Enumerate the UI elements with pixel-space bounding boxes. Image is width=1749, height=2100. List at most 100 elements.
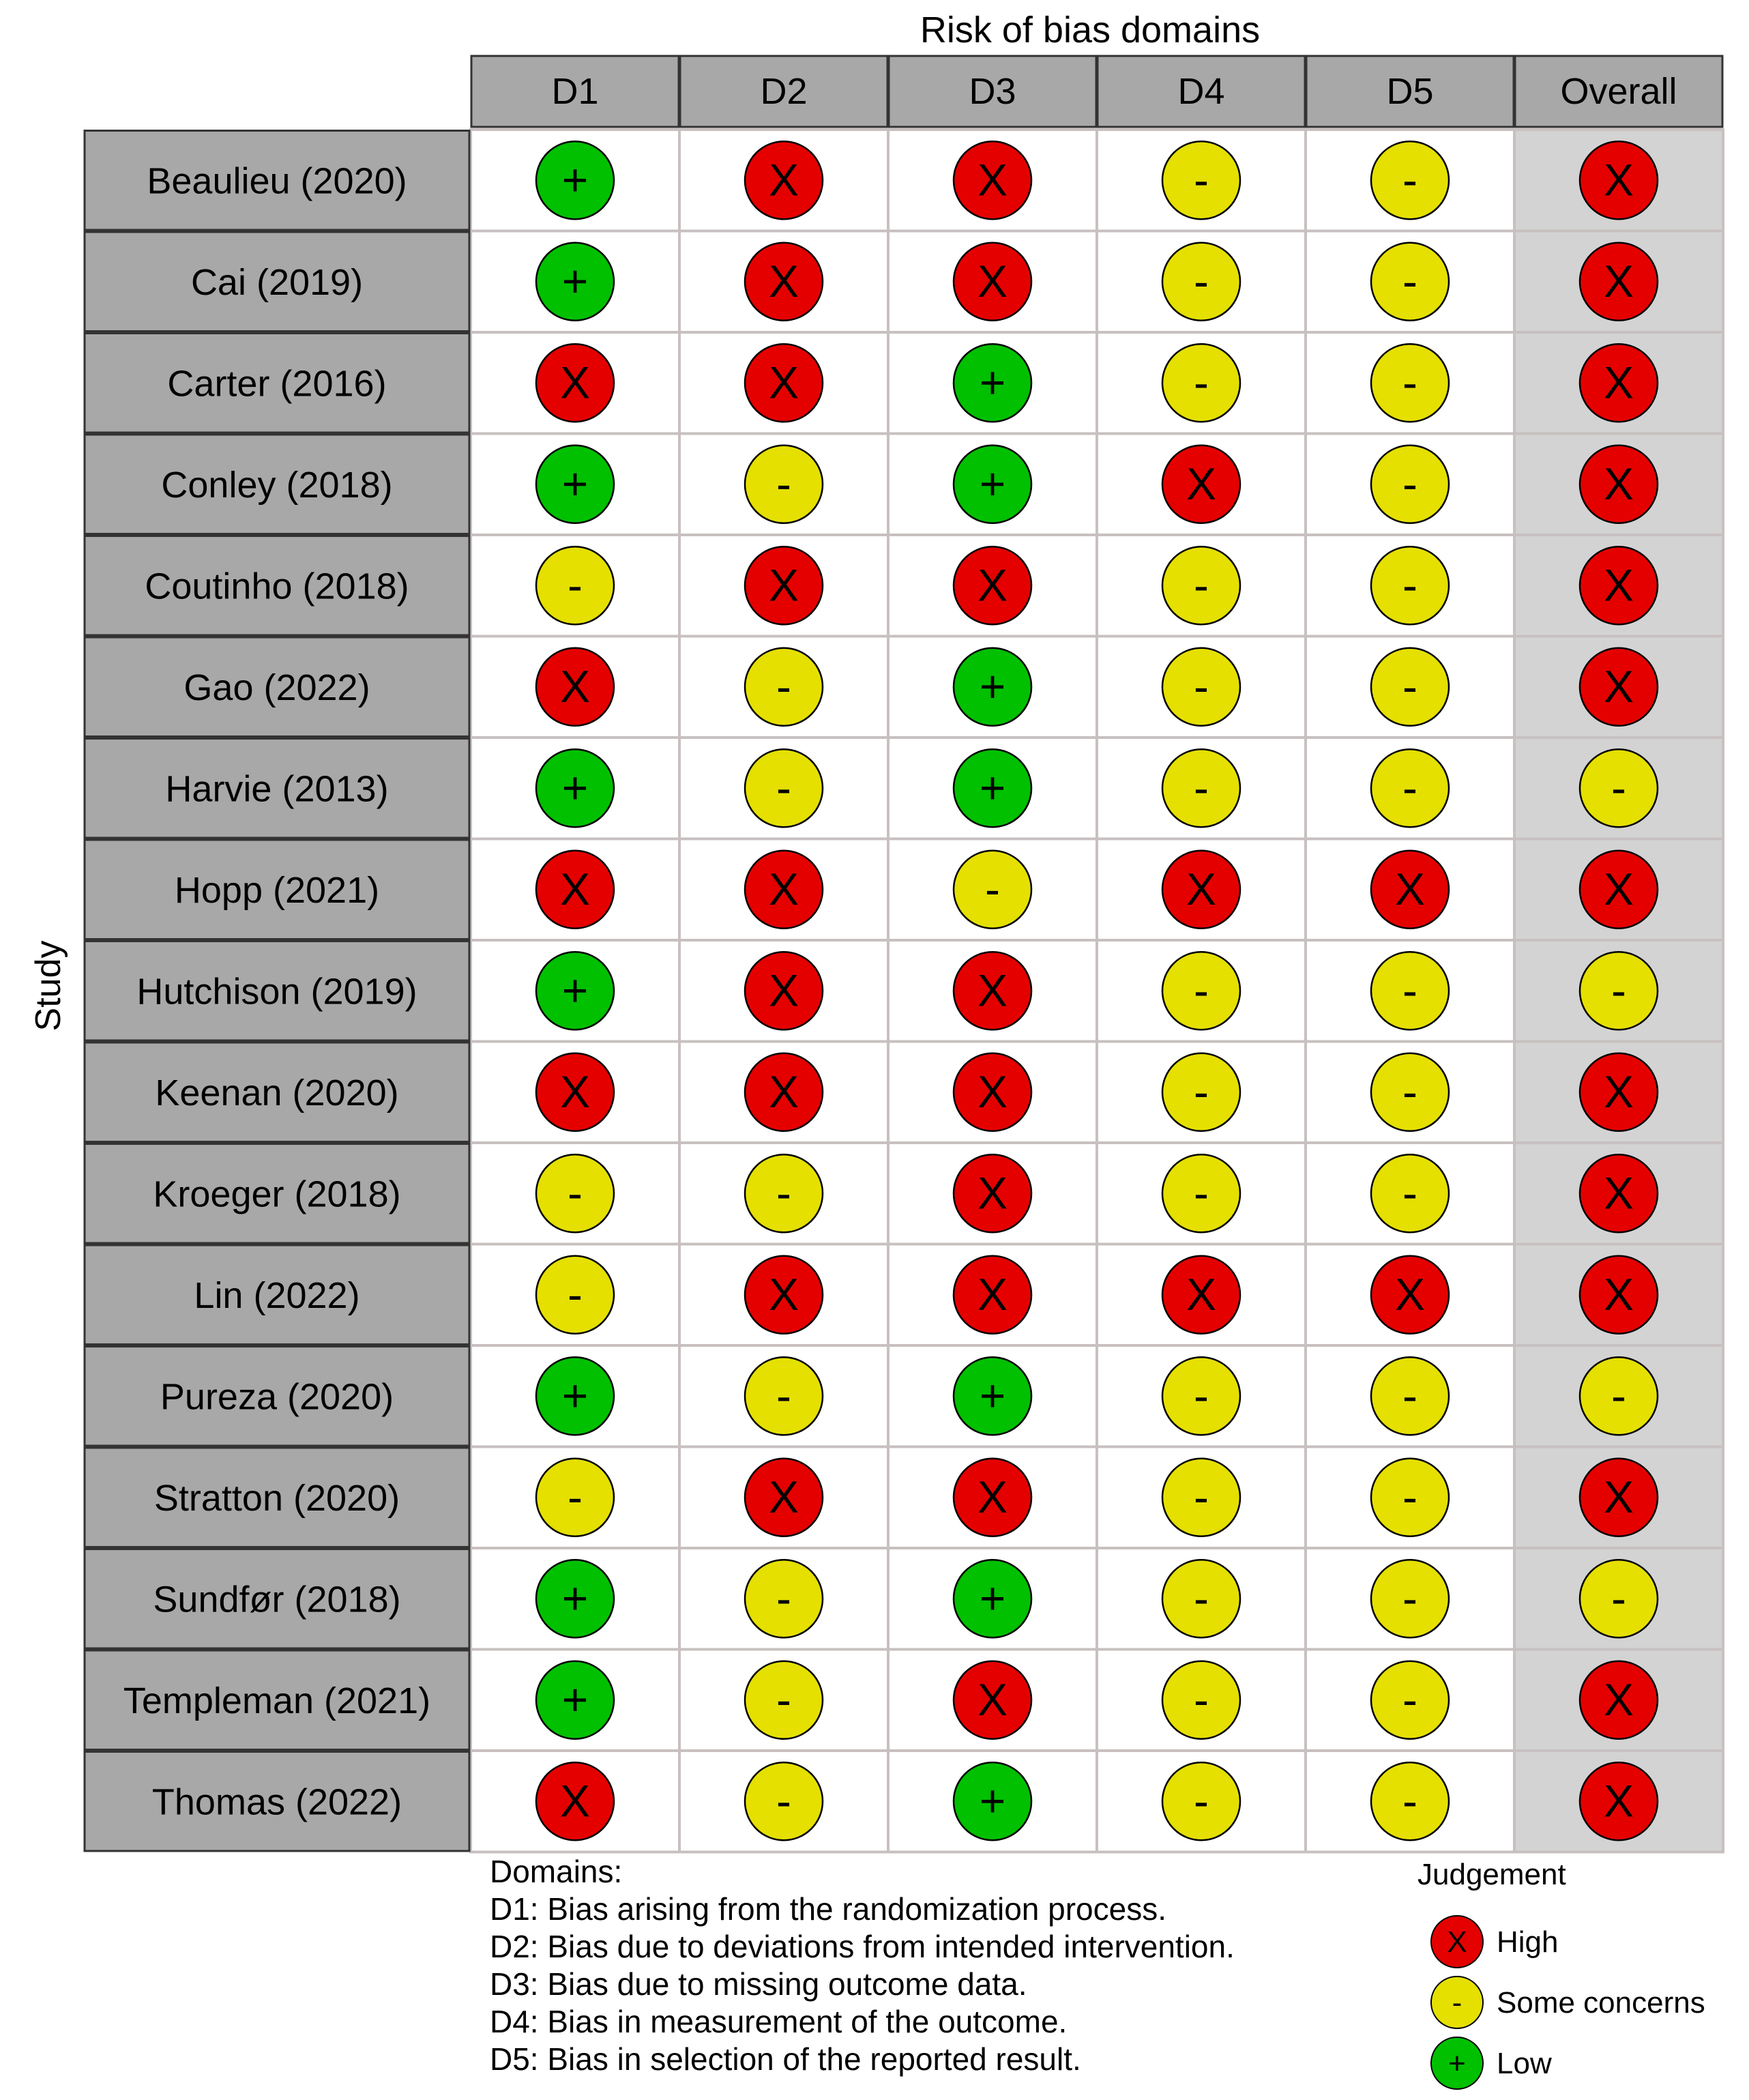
judgement-conley-2018-d1: + [535, 444, 615, 524]
judgement-conley-2018-overall: X [1578, 444, 1659, 524]
judgement-symbol-high: X [1604, 864, 1634, 914]
judgement-symbol-high: X [1395, 1269, 1425, 1319]
study-label-harvie-2013: Harvie (2013) [165, 768, 388, 809]
judgement-sundf-r-2018-d3: + [952, 1559, 1033, 1639]
judgement-beaulieu-2020-d4: - [1161, 141, 1241, 220]
judgement-symbol-some: - [1194, 256, 1209, 306]
judgement-marker-low [535, 1660, 615, 1740]
judgement-marker-low [535, 444, 615, 524]
judgement-symbol-some: - [1402, 661, 1417, 712]
judgement-symbol-high: X [769, 256, 799, 306]
judgement-harvie-2013-overall: - [1578, 748, 1659, 828]
judgement-symbol-some: - [568, 1269, 583, 1319]
judgement-marker-low [535, 242, 615, 321]
legend-label-some: Some concerns [1497, 1986, 1705, 2019]
judgement-symbol-high: X [1604, 458, 1634, 509]
judgement-symbol-some: - [1402, 1775, 1417, 1826]
judgement-symbol-some: - [776, 1167, 791, 1218]
judgement-marker-high [952, 141, 1033, 220]
judgement-marker-some [535, 1457, 615, 1537]
judgement-marker-some [744, 444, 824, 524]
grid-border [469, 128, 1724, 1854]
column-header-overall [1514, 55, 1724, 128]
study-cell-pureza-2020 [83, 1345, 471, 1447]
judgement-marker-high [1578, 647, 1659, 727]
column-header-d2 [679, 55, 889, 128]
judgement-marker-some [744, 1154, 824, 1234]
judgement-symbol-high: X [769, 357, 799, 407]
judgement-symbol-some: - [568, 1472, 583, 1522]
judgement-marker-high [1161, 1255, 1241, 1335]
judgement-marker-some [744, 1762, 824, 1841]
judgement-symbol-some: - [1402, 559, 1417, 610]
judgement-marker-some [1370, 1762, 1450, 1841]
judgement-marker-low [952, 444, 1033, 524]
column-header-d1 [470, 55, 680, 128]
judgement-keenan-2020-d5: - [1370, 1052, 1450, 1132]
judgement-marker-some [744, 1356, 824, 1436]
judgement-symbol-high: X [1604, 661, 1634, 712]
domains-key-item-d2: D2: Bias due to deviations from intended… [490, 1929, 1235, 1964]
judgement-marker-high [535, 1762, 615, 1841]
judgement-hutchison-2019-d3: X [952, 951, 1033, 1031]
judgement-pureza-2020-d1: + [535, 1356, 615, 1436]
legend-symbol-low: + [1448, 2047, 1466, 2080]
judgement-marker-high [952, 1660, 1033, 1740]
study-label-hutchison-2019: Hutchison (2019) [136, 971, 417, 1012]
judgement-symbol-high: X [978, 1269, 1008, 1319]
judgement-hopp-2021-overall: X [1578, 849, 1659, 929]
judgement-conley-2018-d3: + [952, 444, 1033, 524]
judgement-templeman-2021-d4: - [1161, 1660, 1241, 1740]
judgement-marker-high [1578, 1660, 1659, 1740]
study-label-coutinho-2018: Coutinho (2018) [145, 566, 409, 607]
judgement-carter-2016-d2: X [744, 343, 824, 423]
judgement-symbol-high: X [978, 1472, 1008, 1522]
judgement-symbol-high: X [1186, 864, 1216, 914]
judgement-symbol-high: X [978, 1066, 1008, 1117]
legend-marker-low [1430, 2037, 1484, 2090]
judgement-templeman-2021-d2: - [744, 1660, 824, 1740]
judgement-symbol-some: - [1194, 1066, 1209, 1117]
judgement-symbol-high: X [1604, 154, 1634, 205]
judgement-cai-2019-d5: - [1370, 242, 1450, 321]
judgement-keenan-2020-d3: X [952, 1052, 1033, 1132]
judgement-symbol-some: - [1611, 1573, 1626, 1623]
judgement-gao-2022-d5: - [1370, 647, 1450, 727]
judgement-marker-some [1370, 444, 1450, 524]
judgement-symbol-some: - [776, 1674, 791, 1725]
judgement-hutchison-2019-overall: - [1578, 951, 1659, 1031]
judgement-marker-high [535, 647, 615, 727]
judgement-symbol-some: - [1194, 1573, 1209, 1623]
judgement-carter-2016-d3: + [952, 343, 1033, 423]
study-cell-conley-2018 [83, 433, 471, 535]
column-header-label-d4: D4 [1177, 71, 1224, 112]
judgement-marker-some [1161, 1559, 1241, 1639]
judgement-symbol-some: - [776, 458, 791, 509]
judgement-marker-some [744, 1660, 824, 1740]
judgement-marker-high [1578, 141, 1659, 220]
study-label-beaulieu-2020: Beaulieu (2020) [147, 160, 407, 201]
judgement-symbol-some: - [1611, 1370, 1626, 1420]
domains-key-item-d3: D3: Bias due to missing outcome data. [490, 1966, 1027, 2002]
judgement-marker-some [1370, 546, 1450, 626]
judgement-marker-some [1161, 1052, 1241, 1132]
study-cell-carter-2016 [83, 332, 471, 434]
judgement-beaulieu-2020-d1: + [535, 141, 615, 220]
judgement-keenan-2020-overall: X [1578, 1052, 1659, 1132]
judgement-lin-2022-overall: X [1578, 1255, 1659, 1335]
judgement-marker-some [1370, 242, 1450, 321]
judgement-sundf-r-2018-d4: - [1161, 1559, 1241, 1639]
judgement-stratton-2020-d5: - [1370, 1457, 1450, 1537]
judgement-templeman-2021-d5: - [1370, 1660, 1450, 1740]
judgement-coutinho-2018-d3: X [952, 546, 1033, 626]
judgement-symbol-some: - [776, 1775, 791, 1826]
judgement-marker-some [1161, 242, 1241, 321]
study-label-lin-2022: Lin (2022) [194, 1275, 359, 1316]
judgement-marker-high [952, 546, 1033, 626]
judgement-symbol-high: X [1186, 1269, 1216, 1319]
judgement-stratton-2020-d3: X [952, 1457, 1033, 1537]
study-cell-gao-2022 [83, 636, 471, 738]
judgement-symbol-high: X [1604, 1066, 1634, 1117]
judgement-symbol-some: - [1194, 1674, 1209, 1725]
judgement-sundf-r-2018-overall: - [1578, 1559, 1659, 1639]
